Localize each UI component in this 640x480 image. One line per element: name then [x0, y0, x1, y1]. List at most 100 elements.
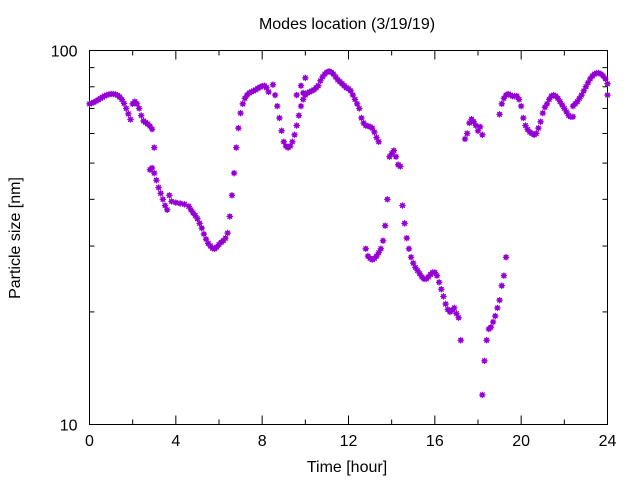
data-point: [476, 123, 484, 131]
data-point: [425, 273, 432, 281]
data-point: [293, 91, 300, 99]
data-point: [537, 118, 544, 125]
data-point: [481, 357, 488, 365]
x-tick-label: 0: [85, 433, 94, 450]
data-point: [543, 100, 551, 108]
plot-frame: [89, 50, 608, 425]
data-point: [561, 105, 568, 112]
data-point: [172, 199, 180, 206]
data-point: [381, 222, 389, 229]
data-point: [235, 124, 242, 132]
data-point: [433, 272, 441, 279]
data-point: [302, 74, 309, 82]
data-point: [315, 82, 322, 89]
data-point: [349, 91, 357, 99]
data-point: [280, 138, 287, 146]
data-point: [507, 91, 514, 99]
data-point: [479, 391, 486, 399]
data-point: [369, 124, 376, 132]
data-point: [148, 164, 156, 172]
data-point: [317, 77, 324, 84]
data-point: [390, 147, 398, 154]
data-point: [358, 114, 365, 122]
data-point: [291, 131, 298, 139]
chart-title: Modes location (3/19/19): [259, 16, 435, 33]
data-point: [362, 245, 369, 252]
x-tick-label: 8: [258, 433, 267, 450]
data-point: [293, 122, 300, 129]
data-point: [125, 110, 132, 118]
data-point: [517, 102, 525, 110]
x-tick-label: 12: [340, 433, 358, 450]
data-point: [356, 105, 363, 112]
data-point: [297, 82, 305, 89]
x-axis-label: Time [hour]: [307, 459, 387, 476]
data-point: [401, 220, 408, 227]
data-point: [453, 310, 460, 317]
data-point: [299, 89, 307, 97]
data-point: [438, 286, 445, 293]
data-point: [556, 98, 564, 105]
data-point: [392, 153, 400, 160]
data-point: [375, 249, 382, 256]
data-point: [371, 128, 378, 136]
x-tick-label: 4: [171, 433, 180, 450]
data-point: [487, 324, 495, 331]
data-point: [276, 114, 283, 122]
data-point: [492, 312, 499, 320]
data-point: [440, 293, 447, 300]
data-point: [500, 272, 508, 279]
data-point: [228, 192, 236, 199]
y-axis-label: Particle size [nm]: [7, 177, 24, 299]
x-tick-label: 24: [599, 433, 617, 450]
data-point: [496, 111, 503, 118]
data-point: [151, 169, 158, 177]
data-point: [159, 196, 167, 203]
y-tick-label: 100: [51, 44, 78, 61]
data-point: [230, 169, 238, 177]
data-point: [237, 109, 244, 117]
data-point: [457, 337, 464, 344]
data-point: [198, 224, 205, 232]
data-point: [196, 220, 203, 227]
data-point: [122, 105, 130, 112]
data-point: [399, 202, 406, 209]
data-point: [135, 105, 143, 112]
data-point: [297, 102, 305, 110]
data-point: [407, 254, 415, 261]
data-point: [278, 127, 285, 134]
x-tick-labels: 0 4 8 12 16 20 24: [85, 433, 616, 450]
data-point: [377, 245, 385, 252]
data-point: [133, 100, 141, 108]
data-point: [224, 229, 231, 237]
data-point: [535, 124, 542, 132]
data-point: [435, 279, 443, 286]
data-point: [602, 75, 609, 83]
data-point: [347, 87, 354, 95]
data-point: [194, 215, 201, 222]
data-point: [533, 130, 540, 137]
data-point: [403, 234, 410, 242]
data-point: [498, 282, 505, 289]
data-point: [295, 112, 303, 119]
data-point: [479, 131, 486, 139]
data-point: [138, 112, 145, 119]
data-point: [148, 125, 156, 133]
data-point: [384, 196, 391, 203]
data-point: [166, 192, 173, 199]
data-point: [442, 300, 449, 308]
data-point: [483, 337, 490, 344]
data-point: [274, 102, 281, 110]
data-point: [164, 206, 171, 214]
y-tick-labels: 10 100: [51, 44, 78, 435]
data-point: [155, 184, 162, 191]
data-point: [500, 95, 508, 102]
data-point: [464, 130, 471, 137]
data-point: [271, 91, 279, 99]
data-point: [520, 114, 527, 122]
data-point: [496, 296, 503, 304]
data-point: [157, 190, 164, 197]
axis-ticks: [89, 50, 608, 425]
data-point: [373, 134, 380, 141]
